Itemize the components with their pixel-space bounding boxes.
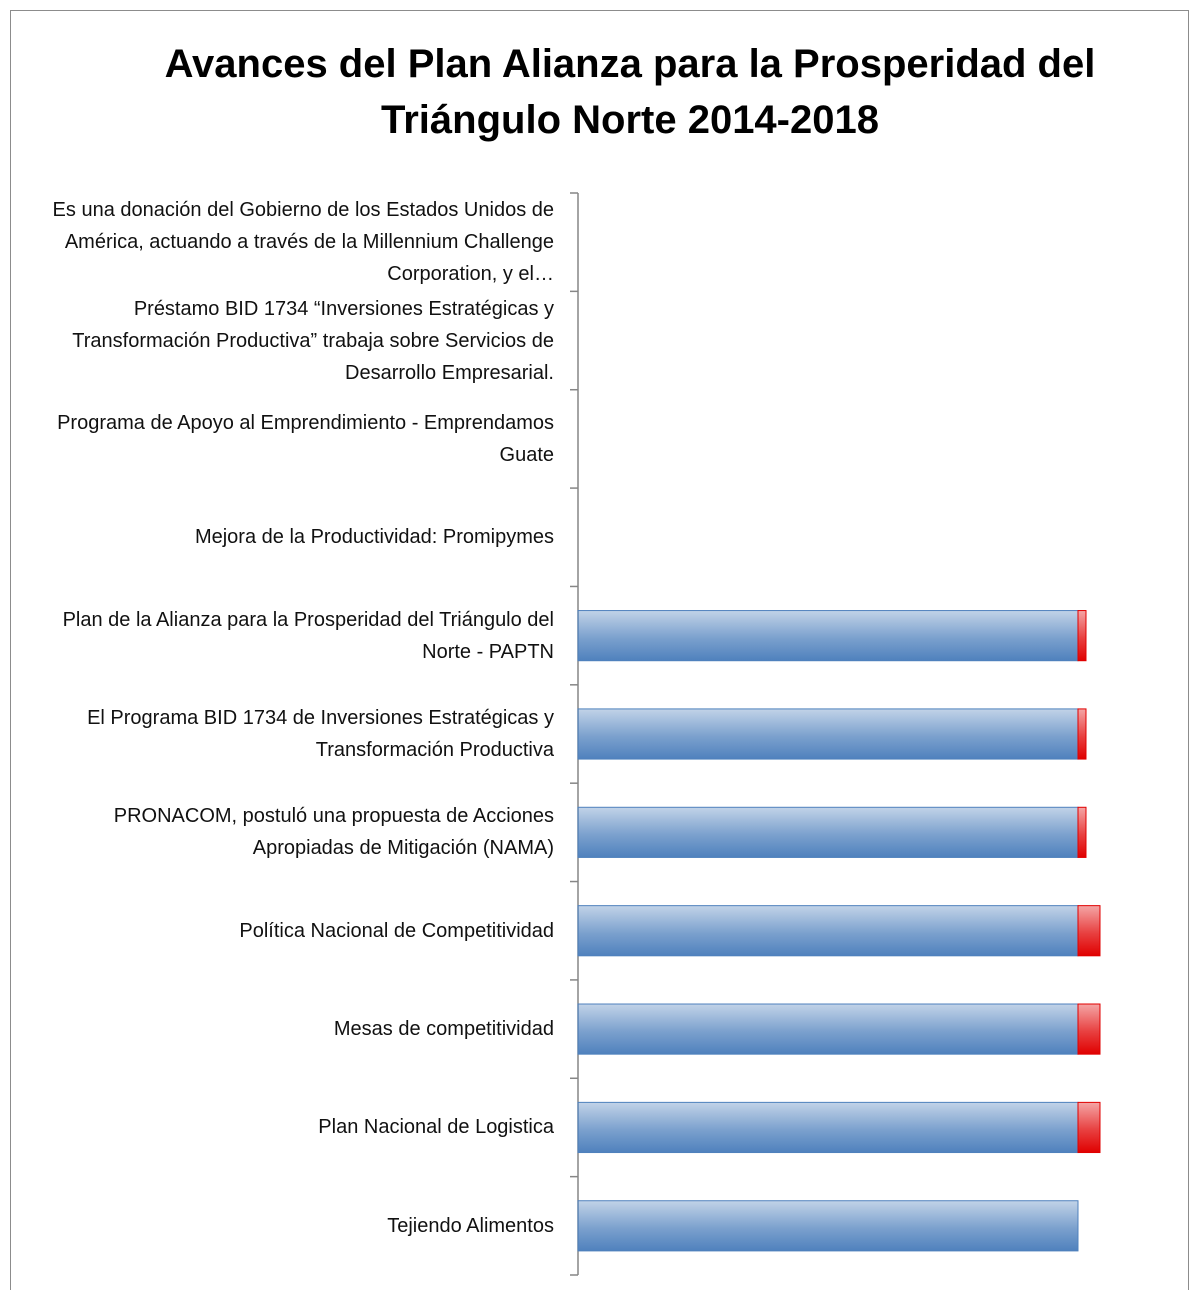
bar-segment: [1077, 905, 1101, 957]
bar-segment: [577, 905, 1079, 957]
bar-segment: [577, 610, 1079, 662]
bar-segment: [1077, 806, 1087, 858]
chart-frame: [10, 10, 1189, 1290]
category-label: Política Nacional de Competitividad: [239, 919, 554, 942]
category-label: Mejora de la Productividad: Promipymes: [194, 526, 554, 549]
bar-segment: [1077, 1003, 1101, 1055]
bar-segment: [1077, 610, 1087, 662]
category-label: PRONACOM, postuló una propuesta de Accio…: [113, 805, 554, 860]
category-label: Programa de Apoyo al Emprendimiento - Em…: [57, 411, 554, 466]
category-label: Préstamo BID 1734 “Inversiones Estratégi…: [72, 297, 554, 384]
bar-segment: [1077, 708, 1087, 760]
category-label: Plan de la Alianza para la Prosperidad d…: [62, 608, 554, 663]
category-label: Tejiendo Alimentos: [387, 1214, 554, 1237]
bar-segment: [577, 806, 1079, 858]
bar-segment: [577, 708, 1079, 760]
chart-title: Avances del Plan Alianza para la Prosper…: [164, 42, 1096, 142]
category-label: Es una donación del Gobierno de los Esta…: [52, 199, 554, 286]
bar-segment: [577, 1200, 1079, 1252]
bar-segment: [577, 1003, 1079, 1055]
category-label: El Programa BID 1734 de Inversiones Estr…: [87, 706, 554, 761]
category-label: Plan Nacional de Logistica: [318, 1116, 554, 1139]
bar-segment: [577, 1101, 1079, 1154]
category-label: Mesas de competitividad: [333, 1018, 554, 1041]
bar-segment: [1077, 1101, 1101, 1154]
